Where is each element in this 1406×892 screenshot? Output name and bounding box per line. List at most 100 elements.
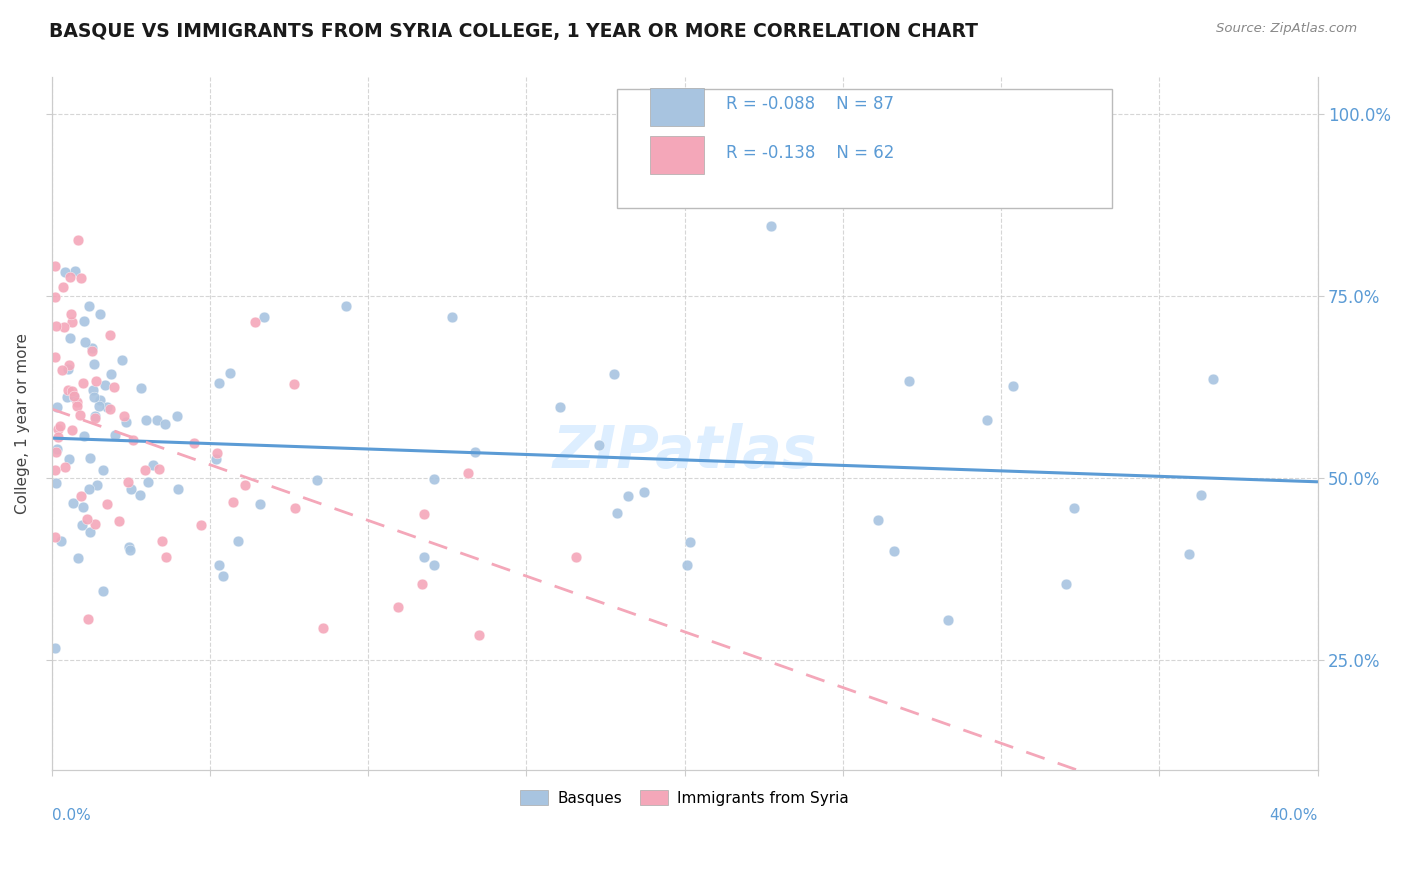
Point (60, 423, 83, 437)
Point (603, 368, 626, 382)
Point (633, 484, 655, 499)
Point (58, 362, 80, 376)
Point (226, 534, 249, 549)
Point (117, 540, 139, 554)
Point (58, 359, 80, 373)
Point (284, 501, 307, 516)
Point (87, 400, 110, 414)
Point (208, 558, 231, 573)
Point (96, 400, 118, 414)
Point (96, 497, 118, 511)
Point (45, 442, 67, 456)
Point (153, 417, 176, 432)
Point (335, 299, 357, 313)
Point (155, 550, 177, 565)
Point (66, 551, 89, 566)
Point (56, 383, 79, 397)
Text: ZIPatlas: ZIPatlas (553, 423, 817, 480)
Point (77, 612, 100, 626)
Point (91, 463, 114, 477)
Point (73, 313, 96, 327)
Point (205, 452, 228, 467)
Point (77, 482, 100, 496)
Point (898, 374, 921, 388)
Point (108, 514, 131, 528)
Point (83, 516, 105, 531)
Point (104, 427, 127, 442)
Point (218, 366, 240, 380)
Point (51, 363, 73, 377)
FancyBboxPatch shape (617, 89, 1112, 208)
Point (205, 446, 228, 460)
Point (70, 271, 93, 285)
Point (72, 500, 94, 515)
Point (62, 496, 84, 510)
Point (676, 558, 699, 573)
Bar (651, 87, 703, 126)
Point (91, 583, 114, 598)
Point (103, 380, 125, 394)
Point (73, 429, 96, 443)
Point (135, 413, 157, 427)
Point (70, 489, 93, 503)
Point (212, 569, 235, 583)
Point (146, 412, 169, 426)
Point (110, 352, 132, 367)
Point (190, 517, 212, 532)
Point (253, 310, 276, 324)
Point (70, 517, 93, 532)
Point (46, 401, 69, 415)
Point (441, 310, 464, 324)
Point (51, 534, 73, 549)
Point (413, 549, 436, 564)
Point (72, 376, 94, 391)
Point (84, 409, 107, 423)
Text: R = -0.138    N = 62: R = -0.138 N = 62 (727, 144, 894, 161)
Point (58, 452, 80, 467)
Point (245, 315, 267, 329)
Point (134, 463, 156, 477)
Legend: Basques, Immigrants from Syria: Basques, Immigrants from Syria (515, 784, 855, 812)
Point (44, 350, 66, 364)
Point (423, 558, 446, 572)
Point (1063, 501, 1085, 516)
Point (150, 534, 173, 549)
Point (679, 535, 702, 549)
Text: 0.0%: 0.0% (52, 808, 90, 823)
Point (79, 525, 101, 540)
Point (548, 400, 571, 414)
Point (120, 482, 142, 496)
Point (52, 280, 75, 294)
Point (83, 390, 105, 404)
Point (63, 264, 86, 278)
Point (66, 395, 89, 409)
Point (80, 342, 103, 356)
Point (49, 418, 72, 433)
Point (1001, 378, 1024, 392)
Point (423, 473, 446, 487)
Point (136, 475, 159, 489)
Point (44, 290, 66, 304)
Point (44, 463, 66, 477)
Point (468, 628, 491, 642)
Point (63, 390, 86, 404)
Point (183, 435, 205, 450)
Point (207, 376, 229, 390)
Point (83, 357, 105, 371)
Point (59, 331, 82, 345)
Point (606, 506, 628, 520)
Point (53, 460, 76, 475)
Point (45, 318, 67, 333)
Point (166, 409, 188, 424)
Point (55, 265, 77, 279)
Text: R = -0.088    N = 87: R = -0.088 N = 87 (727, 95, 894, 113)
Point (63, 389, 86, 403)
Point (565, 550, 588, 565)
Point (129, 488, 152, 502)
Point (129, 381, 152, 395)
Point (46, 422, 69, 436)
Point (44, 259, 66, 273)
Point (464, 445, 486, 459)
Point (79, 450, 101, 465)
Point (45, 475, 67, 490)
